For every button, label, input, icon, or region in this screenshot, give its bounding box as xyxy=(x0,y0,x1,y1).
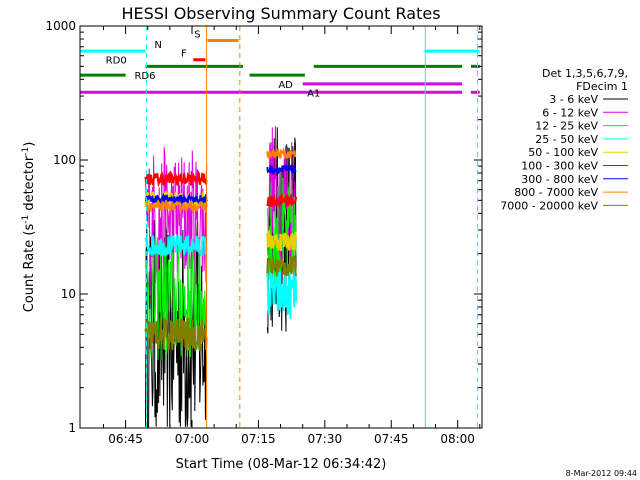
flag-label: A1 xyxy=(307,88,320,99)
legend-label: 7000 - 20000 keV xyxy=(500,199,598,212)
x-tick-label: 07:45 xyxy=(374,432,409,446)
series-line xyxy=(144,169,298,209)
legend-label: 800 - 7000 keV xyxy=(514,186,598,199)
x-tick-label: 07:15 xyxy=(241,432,276,446)
legend-label: 300 - 800 keV xyxy=(521,173,598,186)
legend-label: 50 - 100 keV xyxy=(528,146,598,159)
y-axis-label: Count Rate (s-1 detector-1) xyxy=(21,142,37,313)
x-tick-label: 07:30 xyxy=(308,432,343,446)
series-line xyxy=(144,235,298,320)
legend-label: 100 - 300 keV xyxy=(521,160,598,173)
flag-label: N xyxy=(154,40,161,51)
legend-label: 12 - 25 keV xyxy=(535,120,598,133)
x-tick-label: 07:00 xyxy=(175,432,210,446)
plot-inner xyxy=(80,26,480,428)
chart-title: HESSI Observing Summary Count Rates xyxy=(121,4,440,23)
x-tick-label: 06:45 xyxy=(108,432,143,446)
y-tick-label: 100 xyxy=(53,153,76,167)
flag-label: F xyxy=(181,49,187,60)
flag-label: RD0 xyxy=(106,55,127,66)
legend-label: 3 - 6 keV xyxy=(549,93,598,106)
footer-date: 8-Mar-2012 09:44 xyxy=(566,469,637,478)
legend-header: Det 1,3,5,6,7,9, xyxy=(542,67,628,80)
series-line xyxy=(145,164,297,207)
legend-label: 25 - 50 keV xyxy=(535,133,598,146)
series-line xyxy=(144,147,297,215)
x-axis-label: Start Time (08-Mar-12 06:34:42) xyxy=(176,457,387,472)
y-tick-label: 1 xyxy=(68,421,76,435)
flag-label: S xyxy=(194,29,200,40)
legend-header: FDecim 1 xyxy=(576,80,628,93)
flag-label: AD xyxy=(278,80,293,91)
legend-label: 6 - 12 keV xyxy=(542,106,598,119)
plot-area: N SF RD0 RD6 AD A1 1 10 100 1000 06:45 07:00 07:15 07… xyxy=(45,19,483,446)
y-tick-label: 10 xyxy=(61,287,76,301)
series-line xyxy=(144,255,298,352)
y-tick-label: 1000 xyxy=(45,19,76,33)
x-tick-label: 08:00 xyxy=(440,432,475,446)
flag-label: RD6 xyxy=(134,71,155,82)
